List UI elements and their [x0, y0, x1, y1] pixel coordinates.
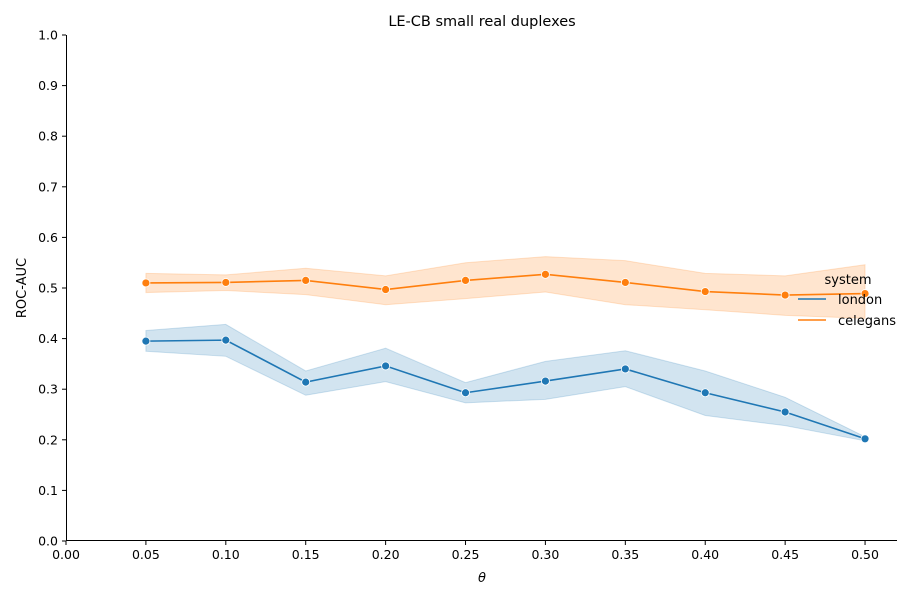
data-point-celegans	[141, 278, 151, 288]
x-tick-label: 0.45	[771, 547, 799, 562]
legend: system london celegans	[798, 273, 896, 329]
x-ticks: 0.00 0.05 0.10 0.15 0.20 0.25 0.30 0.35 0.40 0.45…	[52, 541, 879, 562]
data-point-celegans	[700, 287, 710, 296]
x-tick-label: 0.35	[611, 547, 639, 562]
data-point-celegans	[620, 278, 630, 287]
data-point-celegans	[461, 276, 470, 285]
y-tick-label: 0.8	[38, 129, 58, 144]
y-tick-label: 0.9	[38, 78, 58, 93]
y-tick-label: 0.1	[38, 483, 58, 498]
data-point-london	[541, 376, 550, 386]
series-lines	[145, 273, 866, 440]
ci-band-london	[145, 323, 866, 442]
y-tick-label: 0.3	[38, 382, 58, 397]
legend-label-london: london	[838, 293, 882, 308]
x-tick-label: 0.50	[851, 547, 879, 562]
y-tick-label: 0.6	[38, 230, 58, 245]
data-point-celegans	[860, 289, 870, 298]
x-tick-label: 0.25	[452, 547, 480, 562]
data-point-celegans	[541, 269, 550, 279]
confidence-bands	[145, 256, 866, 442]
data-point-celegans	[381, 285, 391, 294]
data-point-london	[221, 335, 231, 345]
data-point-london	[780, 407, 790, 417]
series-line-london	[145, 339, 866, 440]
x-tick-label: 0.30	[532, 547, 560, 562]
y-tick-label: 0.5	[38, 281, 58, 296]
y-tick-label: 1.0	[38, 28, 58, 43]
ci-band-celegans	[145, 256, 866, 319]
data-point-london	[381, 361, 391, 371]
x-tick-label: 0.20	[372, 547, 400, 562]
legend-label-celegans: celegans	[838, 314, 896, 329]
x-tick-label: 0.00	[52, 547, 80, 562]
x-axis-title: θ	[478, 571, 486, 586]
y-tick-label: 0.0	[38, 534, 58, 549]
y-tick-label: 0.4	[38, 331, 58, 346]
x-tick-label: 0.15	[292, 547, 320, 562]
y-tick-label: 0.2	[38, 432, 58, 447]
data-point-celegans	[221, 278, 231, 287]
data-point-london	[700, 388, 710, 398]
data-point-london	[141, 336, 151, 346]
chart-title: LE-CB small real duplexes	[388, 14, 575, 30]
legend-title: system	[825, 273, 872, 288]
y-ticks: 0.0 0.1 0.2 0.3 0.4 0.5 0.6 0.7 0.8 0.9 1.0	[38, 28, 66, 549]
series-markers	[141, 269, 870, 444]
data-point-london	[620, 364, 630, 374]
data-point-london	[461, 388, 470, 398]
y-axis-title: ROC-AUC	[15, 258, 30, 318]
data-point-london	[860, 434, 870, 444]
data-point-london	[301, 377, 311, 387]
series-line-celegans	[145, 273, 866, 296]
data-point-celegans	[301, 276, 311, 285]
x-tick-label: 0.10	[212, 547, 240, 562]
data-point-celegans	[780, 290, 790, 300]
axes	[66, 35, 897, 541]
y-tick-label: 0.7	[38, 179, 58, 194]
x-tick-label: 0.40	[691, 547, 719, 562]
x-tick-label: 0.05	[132, 547, 160, 562]
